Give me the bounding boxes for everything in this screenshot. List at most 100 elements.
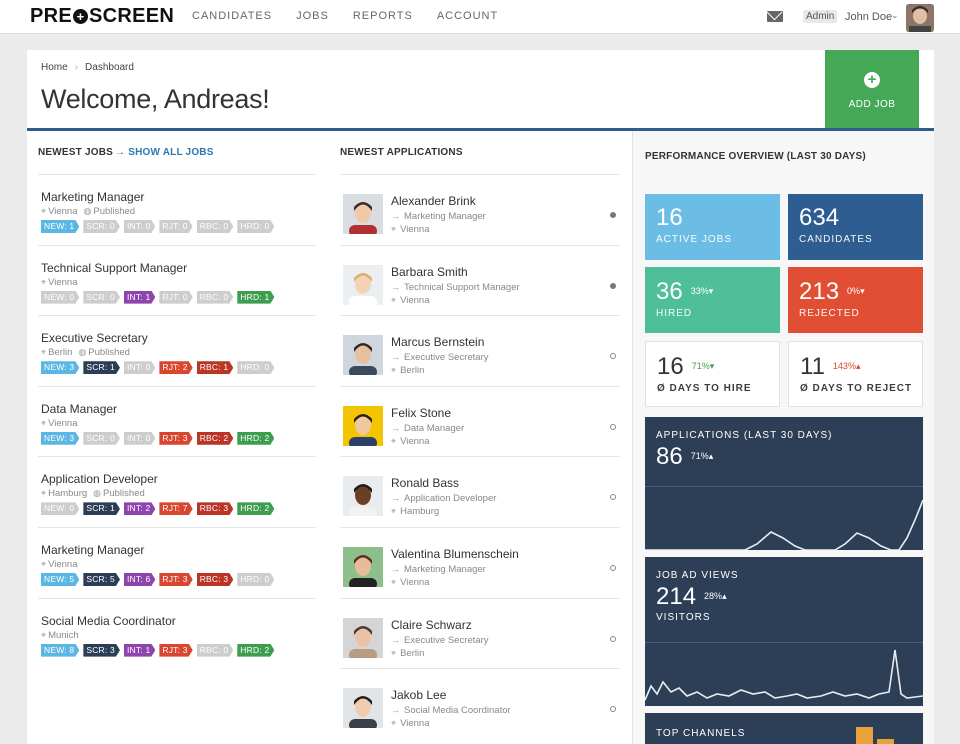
stage-tag-rjt[interactable]: RJT: 3: [159, 573, 192, 586]
job-row[interactable]: Application Developer ⌖ Hamburg ◍ Published N…: [38, 456, 316, 527]
rejected-tile[interactable]: 213 0%▾ REJECTED: [788, 267, 923, 333]
stage-tag-rjt[interactable]: RJT: 2: [159, 361, 192, 374]
application-row[interactable]: Alexander Brink → Marketing Manager ⌖ Vienna: [340, 174, 620, 245]
stage-tag-scr[interactable]: SCR: 1: [83, 502, 120, 515]
stage-tag-int[interactable]: INT: 2: [124, 502, 155, 515]
candidate-photo[interactable]: [343, 617, 383, 658]
stage-tag-scr[interactable]: SCR: 0: [83, 220, 120, 233]
unread-status-icon[interactable]: [610, 212, 616, 218]
brand-logo[interactable]: PRE + SCREEN: [30, 5, 175, 27]
mail-icon[interactable]: [767, 11, 783, 22]
read-status-icon[interactable]: [610, 564, 616, 571]
stage-tag-rjt[interactable]: RJT: 7: [159, 502, 192, 515]
stage-tag-rjt[interactable]: RJT: 3: [159, 644, 192, 657]
job-title[interactable]: Application Developer: [41, 472, 158, 487]
job-title[interactable]: Data Manager: [41, 401, 118, 416]
stage-tag-int[interactable]: INT: 0: [124, 361, 155, 374]
candidates-tile[interactable]: 634 CANDIDATES: [788, 194, 923, 260]
stage-tag-rjt[interactable]: RJT: 3: [159, 432, 192, 445]
stage-tag-hrd[interactable]: HRD: 0: [237, 573, 274, 586]
stage-tag-hrd[interactable]: HRD: 2: [237, 432, 274, 445]
application-row[interactable]: Ronald Bass → Application Developer ⌖ Hambur…: [340, 456, 620, 527]
candidate-name[interactable]: Jakob Lee: [391, 688, 447, 703]
add-job-button[interactable]: + ADD JOB: [825, 50, 919, 128]
candidate-photo[interactable]: [343, 335, 383, 376]
application-row[interactable]: Felix Stone → Data Manager ⌖ Vienna: [340, 385, 620, 457]
candidate-name[interactable]: Barbara Smith: [391, 264, 468, 279]
days-to-reject-tile[interactable]: 11 143%▴ Ø DAYS TO REJECT: [788, 341, 923, 407]
application-row[interactable]: Barbara Smith → Technical Support Manager ⌖…: [340, 244, 620, 316]
stage-tag-new[interactable]: NEW: 8: [41, 644, 79, 657]
stage-tag-hrd[interactable]: HRD: 2: [237, 502, 274, 515]
nav-candidates[interactable]: CANDIDATES: [192, 10, 273, 22]
user-name[interactable]: John Doe: [845, 11, 893, 23]
avatar[interactable]: [906, 4, 934, 32]
candidate-name[interactable]: Felix Stone: [391, 405, 452, 420]
hired-tile[interactable]: 36 33%▾ HIRED: [645, 267, 780, 333]
stage-tag-scr[interactable]: SCR: 1: [83, 361, 120, 374]
job-row[interactable]: Marketing Manager ⌖ Vienna NEW: 5 SCR: 5 INT:…: [38, 526, 316, 598]
candidate-photo[interactable]: [343, 264, 383, 305]
read-status-icon[interactable]: [610, 706, 616, 713]
nav-account[interactable]: ACCOUNT: [436, 10, 499, 22]
show-all-jobs-link[interactable]: → SHOW ALL JOBS: [115, 147, 214, 158]
application-row[interactable]: Marcus Bernstein → Executive Secretary ⌖ Ber…: [340, 315, 620, 386]
candidate-name[interactable]: Valentina Blumenschein: [391, 546, 519, 561]
candidate-name[interactable]: Marcus Bernstein: [391, 335, 485, 350]
stage-tag-scr[interactable]: SCR: 0: [83, 291, 120, 304]
stage-tag-rjt[interactable]: RJT: 0: [159, 291, 192, 304]
candidate-photo[interactable]: [343, 476, 383, 517]
stage-tag-rjt[interactable]: RJT: 0: [159, 220, 192, 233]
job-row[interactable]: Social Media Coordinator ⌖ Munich NEW: 8 SCR…: [38, 597, 316, 669]
stage-tag-new[interactable]: NEW: 3: [41, 432, 79, 445]
nav-jobs[interactable]: JOBS: [296, 10, 329, 22]
top-channels-card[interactable]: TOP CHANNELS: [645, 713, 923, 744]
read-status-icon[interactable]: [610, 494, 616, 501]
stage-tag-int[interactable]: INT: 0: [124, 432, 155, 445]
read-status-icon[interactable]: [610, 353, 616, 360]
stage-tag-rbc[interactable]: RBC: 3: [197, 502, 234, 515]
application-row[interactable]: Valentina Blumenschein → Marketing Manager…: [340, 526, 620, 598]
stage-tag-hrd[interactable]: HRD: 0: [237, 361, 274, 374]
stage-tag-hrd[interactable]: HRD: 2: [237, 644, 274, 657]
candidate-photo[interactable]: [343, 546, 383, 587]
stage-tag-int[interactable]: INT: 1: [124, 644, 155, 657]
stage-tag-int[interactable]: INT: 0: [124, 220, 155, 233]
candidate-photo[interactable]: [343, 688, 383, 729]
active-jobs-tile[interactable]: 16 ACTIVE JOBS: [645, 194, 780, 260]
job-title[interactable]: Technical Support Manager: [41, 260, 188, 275]
unread-status-icon[interactable]: [610, 282, 616, 289]
job-row[interactable]: Technical Support Manager ⌖ Vienna NEW: 0 SC…: [38, 244, 316, 316]
nav-reports[interactable]: REPORTS: [352, 10, 413, 22]
job-title[interactable]: Executive Secretary: [41, 331, 148, 346]
stage-tag-rbc[interactable]: RBC: 0: [197, 291, 234, 304]
days-to-hire-tile[interactable]: 16 71%▾ Ø DAYS TO HIRE: [645, 341, 780, 407]
candidate-name[interactable]: Alexander Brink: [391, 194, 476, 208]
job-title[interactable]: Social Media Coordinator: [41, 613, 176, 628]
stage-tag-rbc[interactable]: RBC: 0: [197, 644, 234, 657]
candidate-photo[interactable]: [343, 194, 383, 234]
stage-tag-scr[interactable]: SCR: 3: [83, 644, 120, 657]
stage-tag-scr[interactable]: SCR: 5: [83, 573, 120, 586]
stage-tag-new[interactable]: NEW: 1: [41, 220, 79, 233]
read-status-icon[interactable]: [610, 635, 616, 642]
stage-tag-hrd[interactable]: HRD: 1: [237, 291, 274, 304]
stage-tag-rbc[interactable]: RBC: 0: [197, 220, 234, 233]
job-row[interactable]: Executive Secretary ⌖ Berlin ◍ Published NEW:…: [38, 315, 316, 386]
stage-tag-scr[interactable]: SCR: 0: [83, 432, 120, 445]
candidate-name[interactable]: Claire Schwarz: [391, 617, 472, 632]
chevron-down-icon[interactable]: ⌄: [891, 10, 899, 20]
candidate-photo[interactable]: [343, 405, 383, 446]
stage-tag-new[interactable]: NEW: 0: [41, 291, 79, 304]
stage-tag-hrd[interactable]: HRD: 0: [237, 220, 274, 233]
breadcrumb-home[interactable]: Home: [41, 62, 68, 73]
stage-tag-rbc[interactable]: RBC: 2: [197, 432, 234, 445]
applications-chart-card[interactable]: APPLICATIONS (LAST 30 DAYS) 86 71%▴: [645, 417, 923, 550]
stage-tag-int[interactable]: INT: 1: [124, 291, 155, 304]
stage-tag-rbc[interactable]: RBC: 1: [197, 361, 234, 374]
job-title[interactable]: Marketing Manager: [41, 542, 145, 557]
job-row[interactable]: Marketing Manager ⌖ Vienna ◍ Published NEW: 1…: [38, 174, 316, 245]
stage-tag-int[interactable]: INT: 6: [124, 573, 155, 586]
job-ad-views-card[interactable]: JOB AD VIEWS 214 28%▴ VISITORS: [645, 557, 923, 706]
application-row[interactable]: Claire Schwarz → Executive Secretary ⌖ Berli…: [340, 597, 620, 669]
